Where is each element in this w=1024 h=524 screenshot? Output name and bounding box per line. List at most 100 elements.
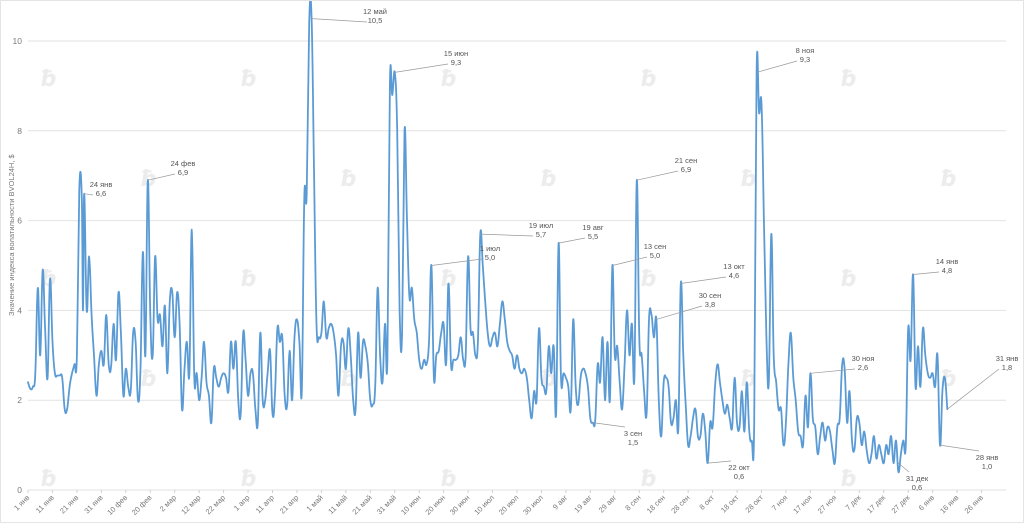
y-tick-label: 0 <box>17 485 22 495</box>
x-tick-label: 1 янв <box>12 493 31 512</box>
watermark-logo-icon: ƀ <box>41 267 57 292</box>
watermark-logo-icon: ƀ <box>641 467 657 492</box>
watermark-logo-icon: ƀ <box>341 167 357 192</box>
watermark-logo-icon: ƀ <box>241 467 257 492</box>
data-label-value: 6,9 <box>681 165 691 174</box>
x-tick-label: 27 ноя <box>816 493 838 515</box>
bvol24h-series-line <box>27 1 949 474</box>
x-tick-label: 7 дек <box>844 493 864 513</box>
data-label-value: 4,6 <box>729 271 739 280</box>
x-tick-label: 30 июн <box>448 493 472 517</box>
data-label-date: 28 янв <box>976 453 999 462</box>
leader-line <box>558 237 586 244</box>
x-tick-label: 28 окт <box>743 493 765 515</box>
watermark-logo-icon: ƀ <box>241 67 257 92</box>
x-tick-label: 17 ноя <box>791 493 813 515</box>
leader-line <box>913 271 940 275</box>
data-label-date: 22 окт <box>728 463 750 472</box>
x-tick-label: 30 июл <box>521 493 545 517</box>
data-label-value: 5,7 <box>536 230 546 239</box>
data-label-value: 10,5 <box>368 16 383 25</box>
x-tick-label: 22 мар <box>204 493 227 516</box>
x-tick-label: 10 фев <box>105 493 129 517</box>
watermark-logo-icon: ƀ <box>41 467 57 492</box>
x-tick-label: 19 авг <box>572 493 594 515</box>
x-tick-label: 10 июл <box>472 493 496 517</box>
x-tick-label: 10 июн <box>399 493 423 517</box>
data-label-value: 9,3 <box>800 55 810 64</box>
x-tick-label: 6 янв <box>917 493 936 512</box>
data-label-value: 5,0 <box>485 253 495 262</box>
x-tick-label: 18 окт <box>719 493 741 515</box>
leader-line <box>636 170 679 181</box>
data-label-value: 0,6 <box>734 472 744 481</box>
x-tick-label: 20 июн <box>423 493 447 517</box>
x-tick-label: 1 май <box>304 493 324 513</box>
leader-line <box>939 444 980 452</box>
data-label-date: 3 сен <box>624 429 642 438</box>
watermark-logo-icon: ƀ <box>141 367 157 392</box>
x-tick-label: 21 май <box>350 493 373 516</box>
leader-line <box>394 63 449 73</box>
data-label-value: 1,5 <box>628 438 638 447</box>
leader-line <box>84 193 94 196</box>
data-label-date: 24 фев <box>171 159 196 168</box>
watermark-logo-icon: ƀ <box>941 167 957 192</box>
data-label-date: 1 июл <box>480 244 500 253</box>
watermark-logo-icon: ƀ <box>741 167 757 192</box>
x-tick-label: 11 янв <box>34 493 56 515</box>
data-label-value: 6,9 <box>178 168 188 177</box>
watermark-logo-icon: ƀ <box>541 167 557 192</box>
leader-line <box>656 305 703 320</box>
x-tick-label: 21 апр <box>278 493 301 516</box>
x-tick-label: 31 янв <box>82 493 104 515</box>
data-label-date: 30 сен <box>699 291 722 300</box>
leader-line <box>898 462 910 473</box>
leader-line <box>707 460 732 464</box>
watermark-logos: ƀƀƀƀƀƀƀƀƀƀƀƀƀƀƀƀƀƀƀƀƀƀƀƀƀƀƀƀƀƀ <box>41 67 957 492</box>
x-tick-label: 17 дек <box>865 493 888 516</box>
x-tick-label: 21 янв <box>58 493 80 515</box>
y-tick-label: 2 <box>17 395 22 405</box>
leader-line <box>480 233 534 237</box>
watermark-logo-icon: ƀ <box>641 67 657 92</box>
data-label-value: 4,8 <box>942 266 952 275</box>
x-tick-label: 16 янв <box>938 493 960 515</box>
data-label-date: 21 сен <box>675 156 698 165</box>
x-tick-label: 9 авг <box>551 493 570 512</box>
leader-line <box>680 276 727 284</box>
data-label-date: 30 ноя <box>852 354 875 363</box>
watermark-logo-icon: ƀ <box>441 267 457 292</box>
x-tick-label: 11 апр <box>254 493 276 515</box>
leader-line <box>810 368 856 374</box>
data-label-date: 31 дек <box>906 474 929 483</box>
x-tick-label: 11 май <box>326 493 349 516</box>
watermark-logo-icon: ƀ <box>141 167 157 192</box>
leader-line <box>431 258 483 266</box>
watermark-logo-icon: ƀ <box>541 367 557 392</box>
x-tick-label: 18 сен <box>645 493 667 515</box>
data-label-date: 8 ноя <box>796 46 815 55</box>
x-tick-label: 7 ноя <box>770 493 790 513</box>
x-tick-label: 12 мар <box>179 493 202 516</box>
data-label-date: 13 сен <box>644 242 667 251</box>
data-label-value: 5,5 <box>588 232 598 241</box>
data-label-date: 14 янв <box>936 257 959 266</box>
x-tick-label: 8 окт <box>697 493 716 512</box>
y-tick-label: 8 <box>17 126 22 136</box>
